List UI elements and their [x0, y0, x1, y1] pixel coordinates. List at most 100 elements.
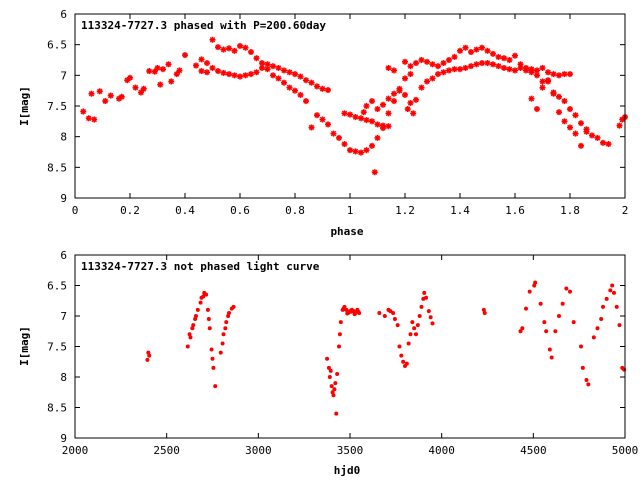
top-data-point — [501, 55, 507, 62]
top-data-point — [165, 61, 172, 68]
top-data-point — [363, 103, 370, 109]
top-data-point — [385, 95, 392, 102]
marker-stroke — [248, 49, 254, 55]
marker-stroke — [468, 49, 474, 55]
marker-stroke — [264, 66, 271, 72]
marker-stroke — [374, 135, 381, 141]
top-data-point — [391, 90, 397, 97]
bottom-x-tick-label: 5000 — [612, 444, 639, 457]
bottom-x-ticks: 2000 2500 3000 3500 4000 4500 5000 — [62, 255, 639, 457]
bottom-data-point — [330, 390, 335, 395]
top-data-point — [330, 130, 337, 137]
marker-stroke — [410, 110, 416, 117]
top-data-point — [490, 50, 496, 57]
marker-stroke — [567, 124, 573, 131]
bottom-y-tick-label: 9 — [60, 432, 67, 445]
top-data-point — [402, 58, 408, 65]
bottom-data-point — [334, 411, 339, 416]
marker-stroke — [550, 89, 557, 96]
bottom-data-point — [426, 309, 431, 314]
top-data-point — [281, 67, 287, 74]
bottom-data-point — [538, 301, 543, 306]
bottom-data-point — [424, 295, 429, 300]
bottom-data-point — [417, 314, 422, 318]
top-data-point — [578, 120, 584, 127]
marker-stroke — [341, 110, 348, 117]
bottom-data-point — [198, 300, 203, 305]
top-data-point — [473, 61, 480, 68]
marker-stroke — [490, 61, 496, 67]
marker-stroke — [97, 88, 103, 94]
top-data-point — [248, 71, 254, 78]
bottom-data-point — [520, 326, 525, 331]
top-data-point — [146, 68, 153, 75]
marker-stroke — [215, 68, 221, 74]
marker-stroke — [457, 48, 463, 54]
top-data-point — [127, 74, 133, 81]
bottom-data-point — [617, 323, 622, 328]
top-data-point — [314, 112, 320, 119]
marker-stroke — [418, 84, 425, 91]
top-data-point — [270, 72, 276, 79]
top-data-point — [484, 47, 491, 54]
top-data-point — [107, 92, 114, 99]
top-data-point — [314, 83, 320, 90]
top-x-tick-label: 0.4 — [175, 204, 195, 217]
top-data-point — [528, 69, 535, 76]
marker-stroke — [583, 126, 590, 133]
top-data-point — [363, 147, 370, 154]
bottom-data-point — [345, 311, 350, 316]
marker-stroke — [358, 149, 364, 156]
marker-stroke — [572, 112, 579, 118]
marker-stroke — [314, 112, 320, 118]
marker-stroke — [374, 106, 381, 112]
top-data-point — [567, 71, 573, 78]
marker-stroke — [440, 69, 447, 75]
bottom-data-point — [571, 320, 576, 325]
top-data-point — [237, 42, 243, 49]
top-data-point — [523, 67, 529, 74]
bottom-data-point — [414, 332, 418, 337]
top-data-point — [402, 91, 408, 98]
marker-stroke — [385, 95, 392, 102]
top-x-tick-label: 1.6 — [505, 204, 525, 217]
bottom-data-point — [601, 304, 605, 309]
marker-stroke — [435, 71, 441, 77]
marker-stroke — [616, 122, 623, 129]
top-x-tick-label: 0.2 — [120, 204, 140, 217]
top-data-point — [259, 64, 265, 71]
marker-stroke — [369, 143, 375, 149]
marker-stroke — [363, 117, 370, 123]
marker-stroke — [545, 78, 551, 85]
top-data-point — [303, 77, 309, 84]
bottom-data-point — [564, 286, 569, 291]
bottom-data-point — [377, 310, 382, 315]
top-data-point — [380, 122, 386, 129]
bottom-data-point — [325, 356, 330, 361]
marker-stroke — [275, 65, 282, 71]
top-data-point — [325, 121, 331, 128]
marker-stroke — [413, 97, 419, 103]
marker-stroke — [473, 61, 480, 67]
bottom-data-point — [218, 350, 223, 355]
top-data-point — [385, 64, 392, 71]
top-data-point — [88, 90, 95, 97]
top-data-point — [572, 112, 579, 119]
marker-stroke — [352, 148, 359, 155]
top-data-point — [550, 71, 557, 78]
bottom-data-point — [191, 323, 196, 328]
bottom-data-point — [194, 314, 198, 318]
bottom-data-point — [392, 317, 397, 322]
marker-stroke — [462, 65, 469, 71]
marker-stroke — [308, 124, 315, 131]
marker-stroke — [556, 109, 562, 115]
marker-stroke — [490, 51, 496, 57]
marker-stroke — [561, 71, 568, 77]
marker-stroke — [132, 84, 139, 91]
marker-stroke — [451, 66, 458, 72]
marker-stroke — [325, 87, 331, 93]
bottom-data-point — [560, 301, 565, 306]
marker-stroke — [407, 71, 414, 77]
bottom-data-point — [568, 289, 572, 294]
bottom-data-point — [211, 365, 216, 370]
